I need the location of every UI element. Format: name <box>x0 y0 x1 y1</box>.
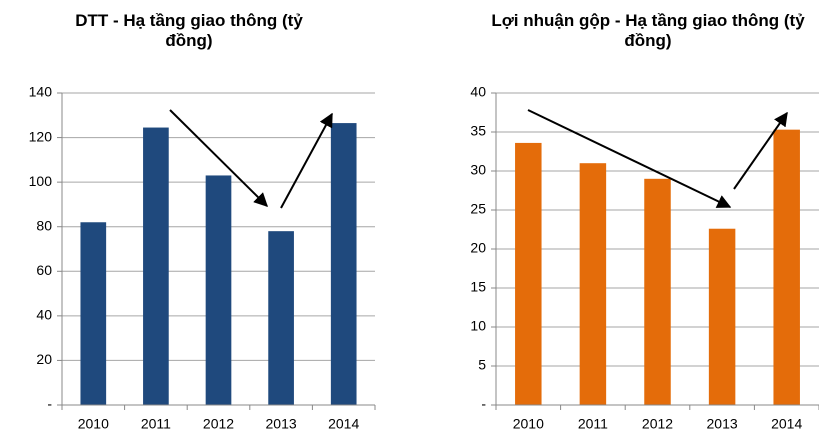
x-tick-label: 2012 <box>203 416 234 432</box>
x-tick-label: 2011 <box>141 416 171 432</box>
y-tick-label: 20 <box>36 351 52 367</box>
bar <box>143 127 169 406</box>
y-tick-label: 30 <box>470 162 486 178</box>
y-tick-label: 25 <box>470 201 486 217</box>
y-tick-label: 120 <box>29 128 53 144</box>
y-tick-label: 10 <box>470 318 486 334</box>
y-tick-label: - <box>481 396 486 412</box>
x-tick-label: 2014 <box>328 416 359 432</box>
bar <box>515 142 542 406</box>
y-tick-label: 40 <box>470 84 486 100</box>
y-tick-label: - <box>47 396 52 412</box>
bar <box>205 175 232 405</box>
x-tick-label: 2011 <box>578 416 608 432</box>
y-tick-label: 20 <box>470 240 486 256</box>
bar <box>268 231 294 405</box>
bar <box>773 129 800 405</box>
trend-arrows <box>169 109 788 209</box>
bar <box>330 123 357 405</box>
y-tick-label: 15 <box>470 279 486 295</box>
x-tick-label: 2012 <box>642 416 673 432</box>
arrow <box>733 111 788 190</box>
x-tick-label: 2014 <box>771 416 802 432</box>
y-tick-label: 40 <box>36 307 52 323</box>
y-tick-label: 5 <box>478 357 486 373</box>
x-tick-label: 2010 <box>78 416 109 432</box>
bar <box>644 178 671 405</box>
y-tick-label: 140 <box>29 84 53 100</box>
bar <box>708 228 736 405</box>
y-tick-label: 60 <box>36 262 52 278</box>
x-tick-label: 2010 <box>513 416 544 432</box>
arrow <box>280 112 333 209</box>
y-tick-label: 100 <box>29 173 53 189</box>
bar <box>579 163 607 405</box>
arrow <box>169 109 268 207</box>
x-tick-label: 2013 <box>266 416 297 432</box>
arrow <box>527 109 732 208</box>
x-tick-label: 2013 <box>707 416 738 432</box>
chart-title: Lợi nhuận gộp - Hạ tầng giao thông (tỷ đ… <box>491 11 805 50</box>
y-tick-label: 35 <box>470 123 486 139</box>
y-tick-label: 80 <box>36 217 52 233</box>
chart-title: DTT - Hạ tầng giao thông (tỷ đồng) <box>75 11 303 50</box>
bar <box>80 222 107 405</box>
